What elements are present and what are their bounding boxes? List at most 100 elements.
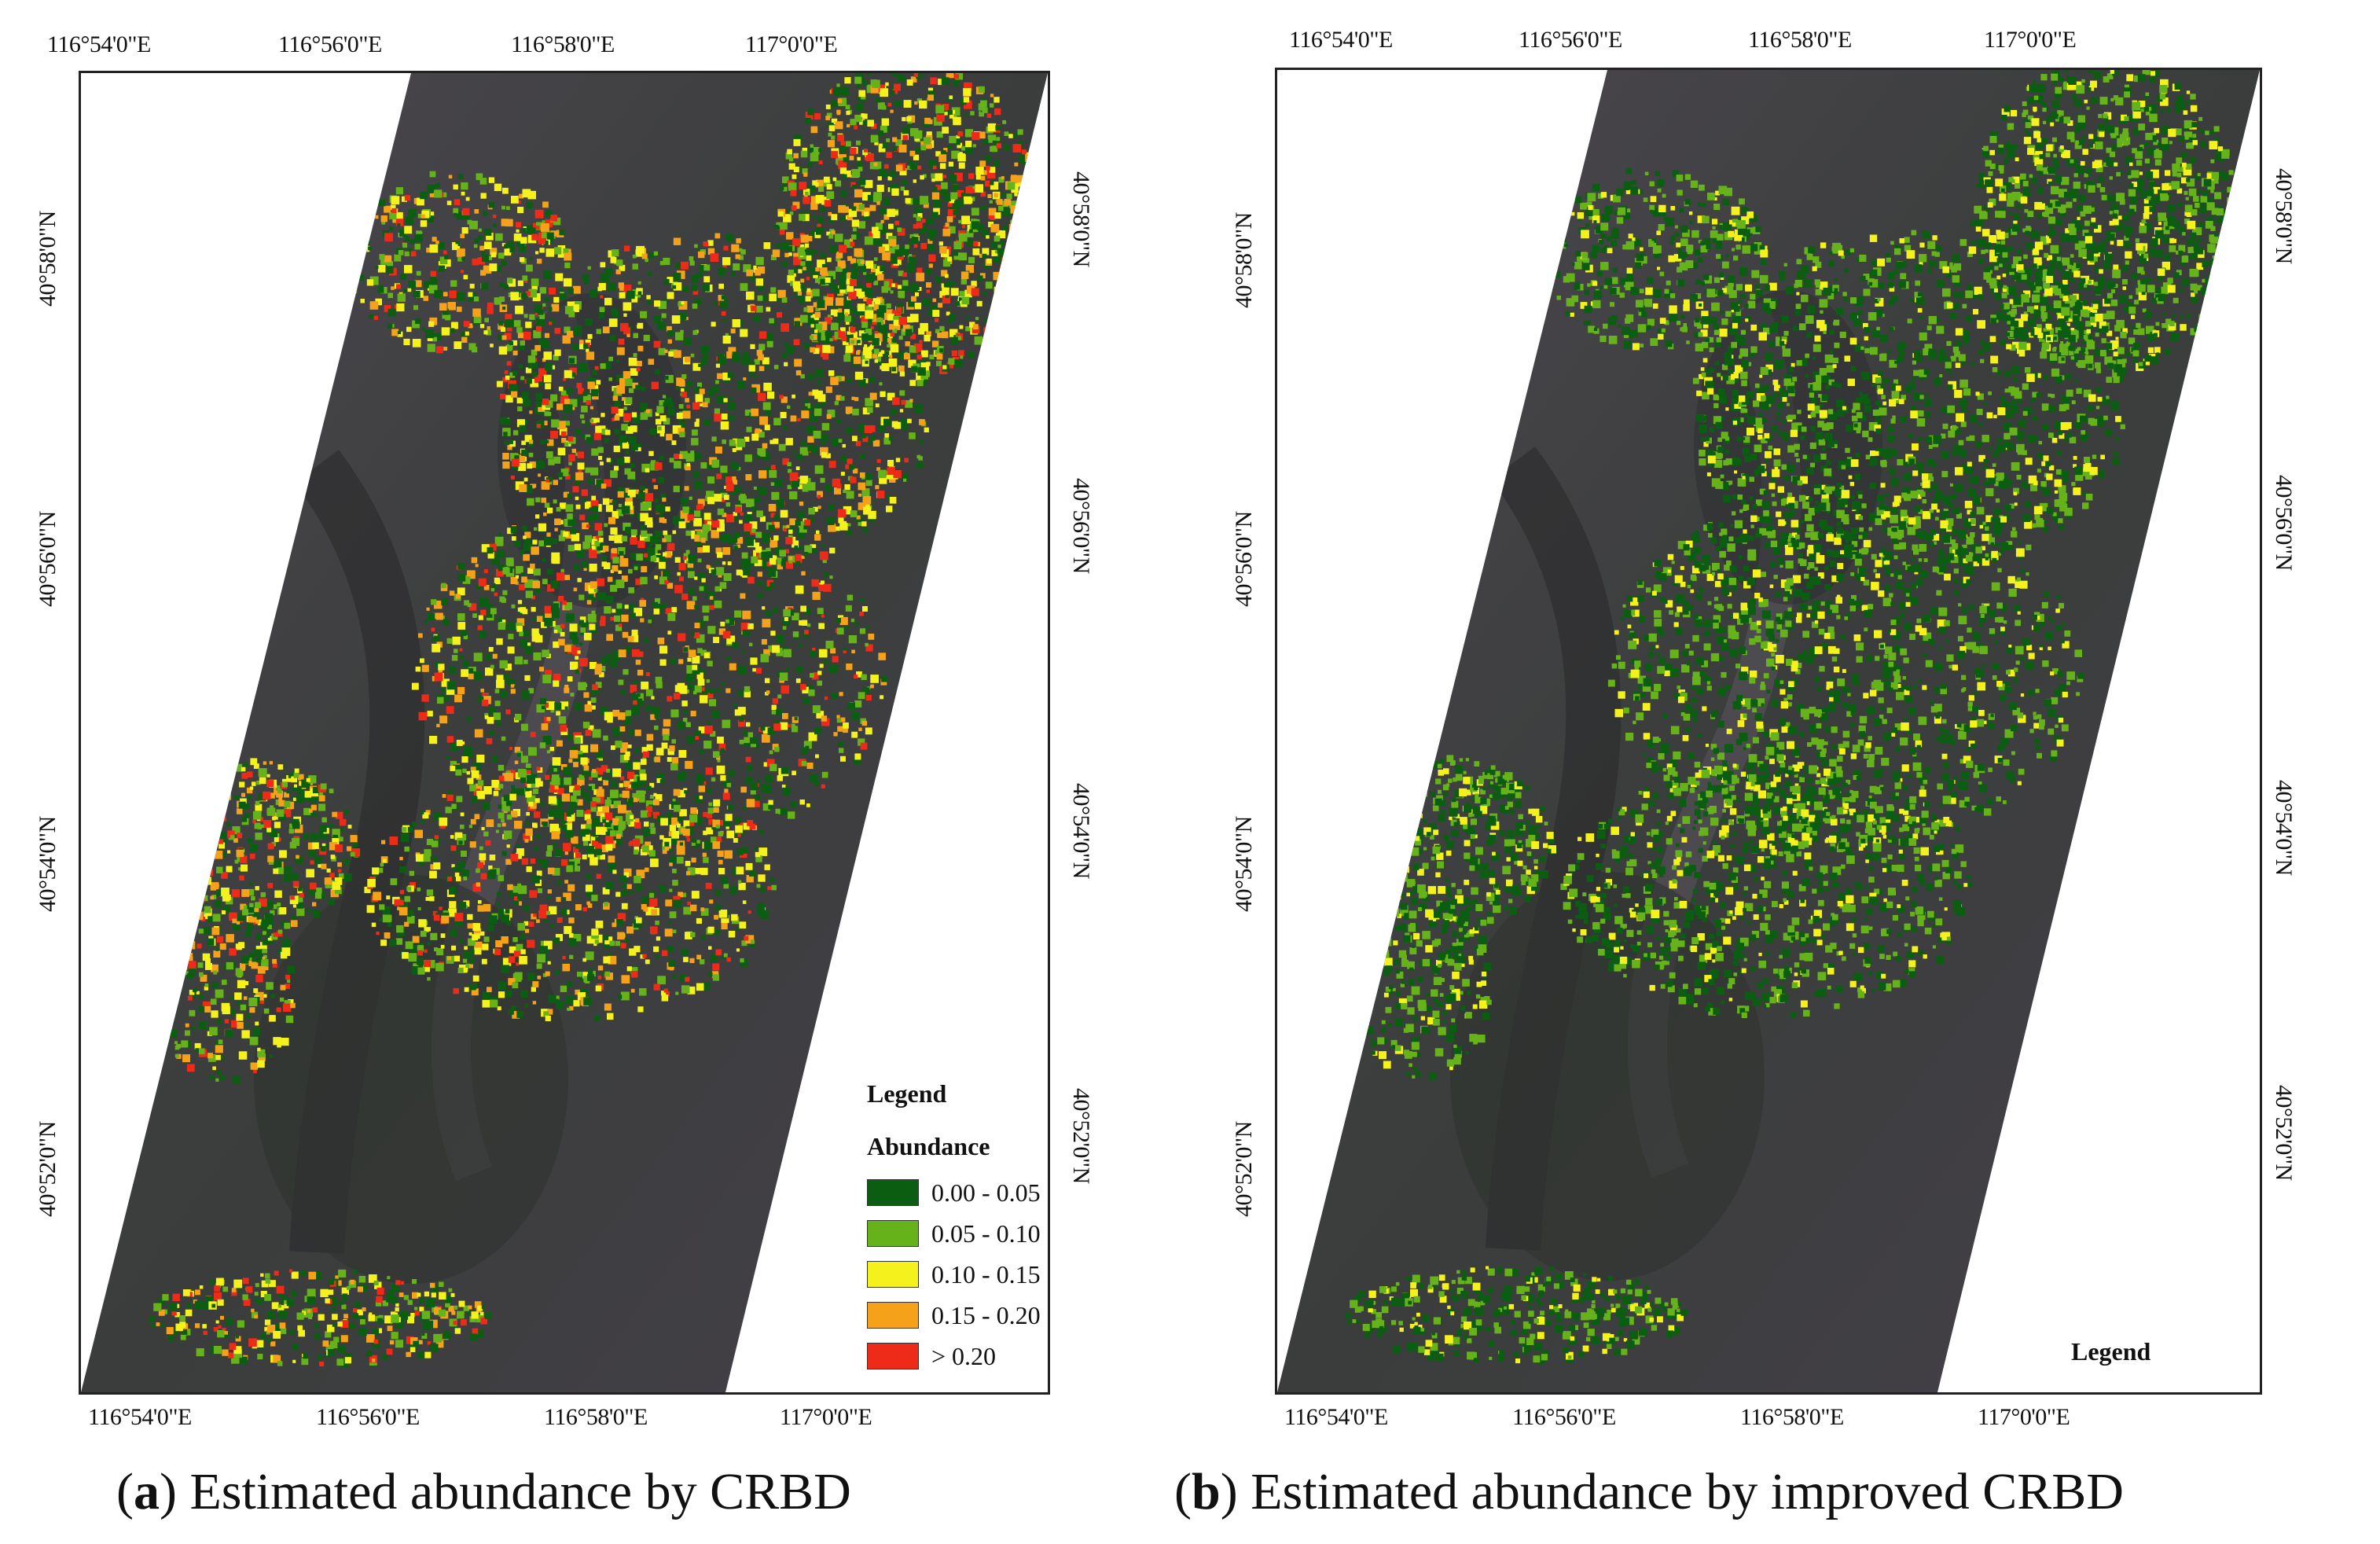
raster-cell	[708, 946, 712, 950]
raster-cell	[544, 605, 553, 614]
raster-cell	[814, 534, 821, 541]
raster-cell	[599, 307, 605, 312]
raster-cell	[801, 761, 807, 766]
raster-cell	[603, 562, 611, 569]
raster-cell	[347, 846, 352, 851]
raster-cell	[809, 518, 814, 524]
raster-cell	[960, 271, 969, 279]
raster-cell	[990, 181, 994, 186]
raster-cell	[440, 933, 446, 938]
raster-cell	[498, 981, 507, 990]
raster-cell	[692, 656, 700, 664]
raster-cell	[803, 288, 807, 292]
raster-cell	[240, 855, 248, 863]
raster-cell	[640, 311, 648, 318]
raster-cell	[646, 733, 654, 741]
raster-cell	[726, 635, 736, 645]
raster-cell	[482, 999, 490, 1008]
raster-cell	[469, 841, 476, 848]
raster-cell	[836, 318, 842, 323]
raster-cell	[591, 928, 599, 936]
raster-cell	[431, 627, 435, 632]
raster-cell	[949, 114, 954, 119]
raster-cell	[758, 331, 767, 339]
raster-cell	[907, 165, 912, 171]
raster-cell	[903, 100, 912, 108]
raster-cell	[995, 249, 999, 254]
raster-cell	[681, 985, 690, 994]
raster-cell	[513, 900, 520, 906]
raster-cell	[982, 230, 989, 237]
raster-cell	[867, 406, 873, 414]
raster-cell	[678, 454, 683, 459]
raster-cell	[683, 906, 692, 915]
raster-cell	[577, 992, 586, 1001]
raster-cell	[277, 867, 284, 874]
raster-cell	[828, 524, 836, 532]
raster-cell	[736, 537, 744, 544]
raster-cell	[594, 541, 601, 546]
raster-cell	[350, 835, 358, 843]
raster-cell	[836, 306, 841, 311]
raster-cell	[821, 451, 828, 458]
raster-cell	[680, 498, 685, 502]
raster-cell	[604, 267, 613, 277]
raster-cell	[139, 844, 146, 851]
raster-cell	[743, 377, 747, 380]
raster-cell	[913, 244, 918, 248]
raster-cell	[883, 418, 891, 427]
raster-cell	[196, 842, 203, 848]
raster-cell	[764, 774, 773, 783]
raster-cell	[800, 278, 805, 283]
raster-cell	[791, 205, 797, 211]
raster-cell	[542, 972, 547, 977]
raster-cell	[625, 527, 632, 534]
raster-cell	[659, 517, 665, 523]
raster-cell	[538, 523, 546, 531]
raster-cell	[581, 561, 588, 568]
raster-cell	[565, 504, 574, 513]
raster-cell	[683, 647, 688, 652]
raster-cell	[764, 584, 769, 589]
raster-cell	[897, 75, 905, 83]
raster-cell	[810, 267, 818, 275]
raster-cell	[800, 261, 806, 267]
raster-cell	[163, 834, 171, 843]
raster-cell	[553, 456, 561, 464]
raster-cell	[448, 790, 453, 796]
raster-cell	[700, 908, 709, 916]
raster-cell	[768, 504, 777, 512]
raster-cell	[778, 211, 784, 217]
raster-cell	[865, 398, 873, 406]
raster-cell	[523, 630, 529, 637]
raster-cell	[1035, 200, 1045, 209]
raster-cell	[591, 895, 598, 902]
raster-cell	[822, 353, 829, 360]
raster-cell	[255, 886, 259, 891]
raster-cell	[603, 956, 611, 964]
raster-cell	[597, 965, 604, 971]
raster-cell	[654, 557, 659, 563]
raster-cell	[674, 804, 681, 812]
raster-cell	[543, 1011, 549, 1017]
raster-cell	[873, 280, 879, 285]
raster-cell	[1011, 247, 1019, 255]
raster-cell	[876, 467, 880, 471]
raster-cell	[798, 296, 806, 304]
raster-cell	[611, 745, 615, 750]
raster-cell	[603, 942, 610, 949]
raster-cell	[516, 419, 525, 428]
raster-cell	[371, 922, 376, 928]
raster-cell	[477, 780, 484, 786]
raster-cell	[819, 664, 824, 668]
raster-cell	[616, 259, 623, 267]
raster-cell	[953, 241, 962, 250]
raster-cell	[270, 805, 274, 810]
raster-cell	[908, 300, 915, 307]
raster-cell	[712, 819, 720, 828]
raster-cell	[933, 208, 940, 215]
raster-cell	[417, 907, 421, 910]
raster-cell	[931, 192, 940, 200]
raster-cell	[817, 394, 826, 403]
raster-cell	[467, 914, 473, 921]
